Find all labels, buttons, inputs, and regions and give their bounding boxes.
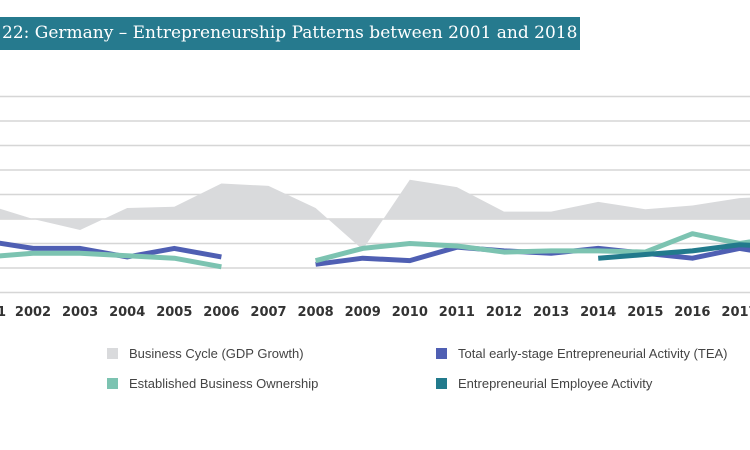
x-tick-label: 2009 bbox=[345, 305, 381, 320]
legend-swatch bbox=[107, 378, 118, 389]
x-tick-label: 2015 bbox=[627, 305, 663, 320]
legend-item-tea: Total early-stage Entrepreneurial Activi… bbox=[436, 346, 728, 361]
x-tick-label: 2013 bbox=[533, 305, 569, 320]
legend-label: Business Cycle (GDP Growth) bbox=[129, 346, 304, 361]
chart-title: 22: Germany – Entrepreneurship Patterns … bbox=[0, 17, 580, 50]
x-tick-label: 2016 bbox=[674, 305, 710, 320]
x-tick-label: 2006 bbox=[203, 305, 239, 320]
legend-item-ebo: Established Business Ownership bbox=[107, 376, 318, 391]
x-tick-label: 2003 bbox=[62, 305, 98, 320]
x-tick-label: 2014 bbox=[580, 305, 616, 320]
x-tick-label: 2008 bbox=[298, 305, 334, 320]
area-gdp-growth bbox=[0, 179, 750, 250]
legend-swatch bbox=[436, 378, 447, 389]
x-tick-label: 2002 bbox=[15, 305, 51, 320]
legend-item-gdp: Business Cycle (GDP Growth) bbox=[107, 346, 304, 361]
x-tick-label: 2011 bbox=[439, 305, 475, 320]
legend-item-eea: Entrepreneurial Employee Activity bbox=[436, 376, 652, 391]
x-tick-label: 2005 bbox=[156, 305, 192, 320]
legend-label: Established Business Ownership bbox=[129, 376, 319, 391]
x-tick-label: 2012 bbox=[486, 305, 522, 320]
x-tick-label: 2004 bbox=[109, 305, 145, 320]
x-tick-label: 2017 bbox=[721, 305, 750, 320]
x-tick-label: 1 bbox=[0, 305, 6, 320]
x-tick-label: 2010 bbox=[392, 305, 428, 320]
legend-swatch bbox=[107, 348, 118, 359]
legend-label: Entrepreneurial Employee Activity bbox=[458, 376, 653, 391]
x-tick-label: 2007 bbox=[250, 305, 286, 320]
series-line-2 bbox=[314, 231, 750, 264]
line-chart: 1 2002 2003 2004 2005 2006 2007 2008 2009 2010 201… bbox=[0, 95, 750, 320]
legend-swatch bbox=[436, 348, 447, 359]
series-line-3 bbox=[598, 242, 750, 261]
legend-label: Total early-stage Entrepreneurial Activi… bbox=[458, 346, 728, 361]
series-line-2 bbox=[0, 250, 222, 270]
